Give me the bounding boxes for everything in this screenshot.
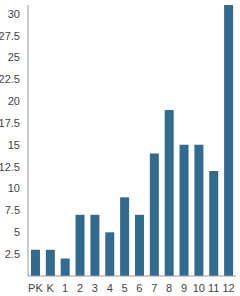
svg-text:7.5: 7.5 (8, 204, 20, 216)
svg-text:1: 1 (62, 282, 68, 294)
svg-text:PK: PK (28, 282, 43, 294)
svg-text:30: 30 (8, 8, 20, 20)
svg-text:25: 25 (8, 51, 20, 63)
svg-text:10: 10 (193, 282, 205, 294)
svg-text:12: 12 (222, 282, 232, 294)
svg-text:27.5: 27.5 (8, 30, 20, 42)
svg-text:20: 20 (8, 95, 20, 107)
svg-text:7: 7 (151, 282, 157, 294)
svg-text:3: 3 (92, 282, 98, 294)
svg-text:2: 2 (77, 282, 83, 294)
svg-text:4: 4 (107, 282, 113, 294)
svg-text:8: 8 (166, 282, 172, 294)
svg-text:10: 10 (8, 182, 20, 194)
svg-text:11: 11 (208, 282, 219, 294)
svg-text:K: K (47, 282, 55, 294)
svg-text:17.5: 17.5 (8, 117, 20, 129)
svg-text:5: 5 (14, 226, 20, 238)
svg-text:15: 15 (8, 139, 20, 151)
svg-text:6: 6 (136, 282, 142, 294)
svg-text:9: 9 (181, 282, 187, 294)
svg-text:22.5: 22.5 (8, 73, 20, 85)
svg-text:2.5: 2.5 (8, 248, 20, 260)
svg-text:5: 5 (122, 282, 128, 294)
svg-text:12.5: 12.5 (8, 161, 20, 173)
